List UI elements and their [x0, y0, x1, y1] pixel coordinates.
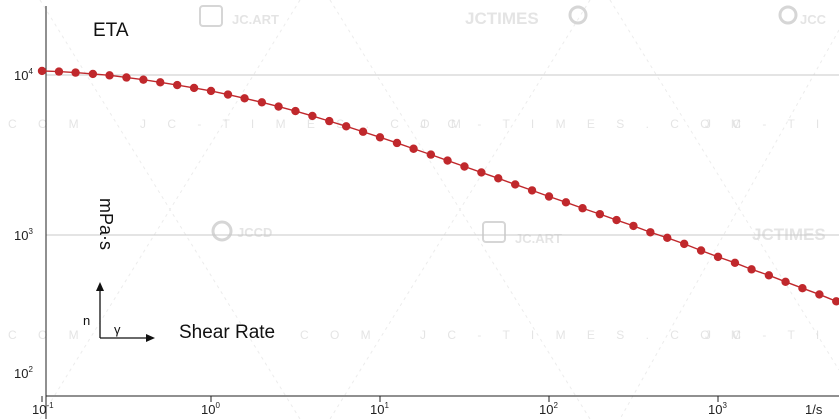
data-point-40: [713, 252, 723, 262]
data-point-23: [426, 150, 436, 159]
data-point-44: [781, 277, 790, 286]
x-tick-label-4: 103: [708, 401, 727, 417]
data-point-16: [308, 111, 317, 121]
x-axis-label: Shear Rate: [179, 322, 275, 343]
watermark-jcart-mid: JC.ART: [515, 231, 562, 246]
watermark-url-row-2a: C O M: [8, 328, 88, 342]
data-point-18: [342, 122, 351, 131]
watermark-jctimes-top: JCTIMES: [465, 9, 539, 28]
x-tick-label-1: 100: [201, 401, 220, 417]
logo-mark-icon: [211, 220, 233, 242]
data-point-4: [105, 71, 114, 80]
data-point-31: [561, 198, 571, 207]
data-point-17: [325, 116, 334, 126]
series-group: [37, 66, 839, 306]
logo-mark-icon: [199, 5, 223, 27]
data-point-38: [680, 239, 689, 249]
x-tick-label-2: 101: [370, 401, 389, 417]
data-point-37: [663, 233, 672, 243]
data-point-33: [595, 209, 605, 219]
data-point-14: [274, 102, 283, 111]
data-point-22: [409, 144, 418, 153]
watermark-url-row-1a: C O M: [8, 117, 88, 131]
watermark-jcart-top: JC.ART: [232, 12, 279, 27]
y-axis-label: mPa·s: [96, 198, 116, 250]
watermark-jccd-mid: JCCD: [237, 225, 272, 240]
data-point-29: [527, 186, 537, 195]
watermark-url-row-2b: C O M: [300, 328, 380, 342]
watermark-url-row-2c: J C - T I M E S . C O M: [420, 328, 750, 342]
data-point-3: [88, 69, 98, 79]
data-point-8: [173, 80, 182, 90]
x-tick-label-3: 102: [539, 401, 558, 417]
watermark-jcc-top: JCC: [800, 12, 827, 27]
data-point-28: [511, 180, 520, 189]
watermarks: JC.ART JCTIMES JCC C O M J C - T I M E S…: [8, 5, 839, 342]
data-point-11: [223, 90, 233, 99]
watermark-url-row-1d: J C - T I M E S: [705, 117, 839, 131]
x-unit-label: 1/s: [805, 402, 823, 417]
logo-mark-icon: [482, 221, 506, 243]
data-point-24: [443, 156, 452, 165]
grid-lines: [46, 74, 839, 236]
data-point-19: [358, 127, 368, 136]
series-line-0: [41, 70, 837, 302]
data-point-43: [764, 271, 774, 280]
data-point-0: [37, 66, 47, 76]
data-point-46: [815, 290, 824, 299]
x-tick-label-0: 10-1: [32, 401, 54, 417]
y-tick-label-2: 102: [14, 365, 33, 381]
data-point-9: [189, 83, 199, 93]
data-point-27: [494, 174, 503, 183]
data-point-35: [629, 221, 638, 231]
data-point-15: [291, 106, 300, 116]
data-point-45: [798, 284, 807, 293]
data-point-13: [257, 98, 267, 107]
data-point-7: [156, 78, 165, 87]
watermark-url-row-2d: J C - T I M E S: [705, 328, 839, 342]
data-point-26: [477, 168, 486, 177]
axis-symbol-icon: n γ: [83, 282, 155, 342]
data-point-32: [578, 204, 587, 213]
y-tick-label-0: 104: [14, 67, 33, 83]
data-point-12: [240, 94, 249, 103]
data-point-41: [730, 258, 740, 268]
data-point-10: [206, 86, 216, 96]
data-point-1: [54, 67, 64, 76]
data-point-36: [646, 228, 655, 237]
data-point-42: [747, 265, 756, 274]
data-point-6: [139, 75, 148, 84]
data-point-5: [122, 73, 131, 82]
data-point-2: [71, 68, 80, 77]
data-point-30: [544, 192, 554, 201]
data-point-25: [460, 162, 469, 171]
data-point-34: [612, 215, 621, 225]
data-point-20: [375, 133, 385, 142]
chart-title: ETA: [93, 20, 129, 41]
y-tick-label-1: 103: [14, 227, 33, 243]
watermark-url-row-1c: J C - T I M E S . C O M: [420, 117, 750, 131]
data-point-47: [832, 297, 839, 306]
axis-symbol-up: n: [83, 313, 90, 328]
data-point-39: [696, 246, 706, 255]
logo-mark-icon: [568, 5, 588, 25]
watermark-pattern: [39, 0, 839, 419]
data-point-21: [392, 138, 402, 148]
x-tick-labels: 10-1 100 101 102 103: [32, 396, 727, 417]
logo-mark-icon: [778, 5, 798, 25]
watermark-url-row-1b: J C - T I M E S . C O M: [140, 117, 470, 131]
axis-symbol-right: γ: [114, 322, 121, 337]
